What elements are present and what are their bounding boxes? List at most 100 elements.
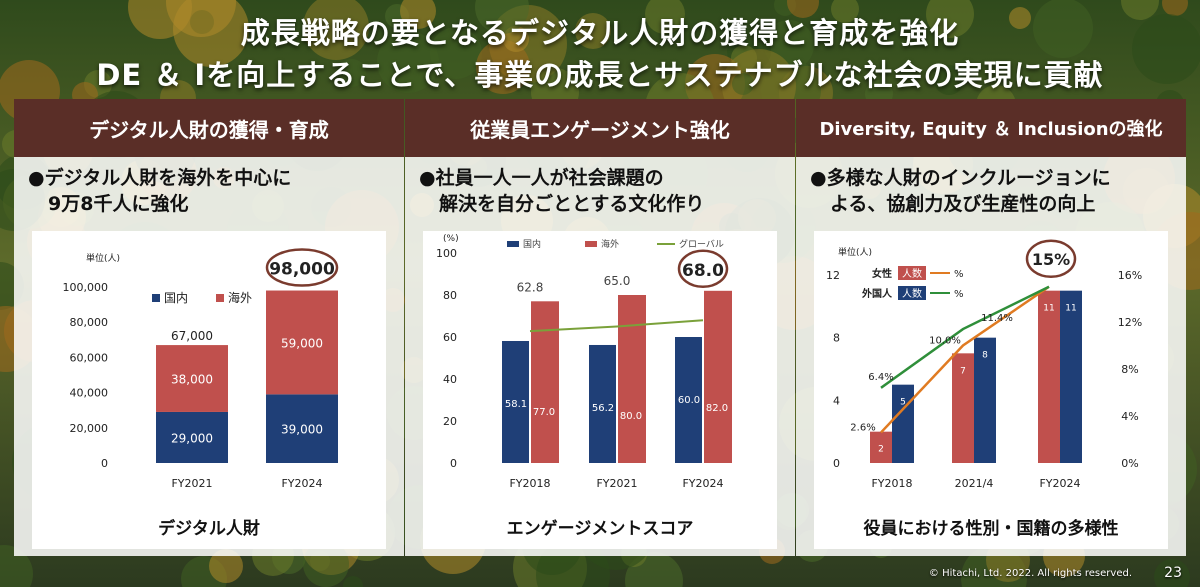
data-label: 38,000 <box>171 373 213 387</box>
y-tick-label: 4 <box>833 394 840 407</box>
y-tick-label: 12 <box>826 269 840 282</box>
foreign-percent-line <box>880 285 1050 389</box>
unit-label: (%) <box>443 234 459 244</box>
global-label: 68.0 <box>682 261 724 281</box>
data-label: 58.1 <box>505 399 527 410</box>
women-percent-label: 10.0% <box>929 336 961 347</box>
legend-tag: 人数 <box>902 267 922 280</box>
panel-bullet: ●社員一人一人が社会課題の 解決を自分ごととする文化作り <box>419 165 789 217</box>
data-label: 77.0 <box>533 407 555 418</box>
women-percent-label: 2.6% <box>850 422 875 433</box>
y-tick-label: 60 <box>443 331 457 344</box>
foreign-percent-label: 11.4% <box>981 313 1013 324</box>
page-number: 23 <box>1164 565 1182 581</box>
highlight-circle <box>1025 239 1077 278</box>
legend-label: 海外 <box>228 290 252 305</box>
data-label: 8 <box>982 351 988 361</box>
y-tick-label: 20,000 <box>70 422 109 435</box>
y2-tick-label: 12% <box>1118 316 1142 329</box>
foreign-percent-label: 6.4% <box>868 372 893 383</box>
y-tick-label: 8 <box>833 332 840 345</box>
legend-label: 国内 <box>164 291 188 305</box>
x-tick-label: FY2018 <box>509 477 550 490</box>
total-label: 98,000 <box>269 260 335 280</box>
bar-women <box>870 431 892 463</box>
bullet-line2: 9万8千人に強化 <box>48 193 189 215</box>
legend-swatch <box>507 241 519 247</box>
legend-swatch <box>898 286 926 300</box>
panel-digital-talent: デジタル人財の獲得・育成 ●デジタル人財を海外を中心に 9万8千人に強化 単位(… <box>14 99 404 556</box>
panel-header: デジタル人財の獲得・育成 <box>14 99 404 157</box>
panel-bullet: ●多様な人財のインクルージョンに よる、協創力及び生産性の向上 <box>810 165 1180 217</box>
highlight-circle <box>265 248 339 287</box>
panel-body: ●デジタル人財を海外を中心に 9万8千人に強化 単位(人) 0 20,000 40,0… <box>14 157 404 556</box>
legend-label: 外国人 <box>861 287 893 300</box>
data-label: 80.0 <box>620 411 642 422</box>
legend-swatch <box>585 241 597 247</box>
legend-label: 海外 <box>601 238 619 250</box>
legend-tag: 人数 <box>902 287 922 300</box>
x-tick-label: FY2021 <box>596 477 637 490</box>
panel-engagement: 従業員エンゲージメント強化 ●社員一人一人が社会課題の 解決を自分ごととする文化… <box>405 99 795 556</box>
data-label: 60.0 <box>678 395 700 406</box>
bar-domestic <box>589 344 616 463</box>
y2-tick-label: 0% <box>1121 457 1138 470</box>
engagement-chart: (%) 0 20 40 60 80 100 国内 海外 グローバル 58.1 77.0 FY2018 62… <box>436 234 732 490</box>
bar-foreign <box>892 384 914 463</box>
bar-domestic <box>266 394 338 463</box>
data-label: 29,000 <box>171 431 213 445</box>
global-label: 65.0 <box>604 274 631 288</box>
bar-foreign <box>974 337 996 463</box>
panel-body: ●多様な人財のインクルージョンに よる、協創力及び生産性の向上 単位(人) 0 4 8… <box>796 157 1186 556</box>
y-tick-label: 40 <box>443 373 457 386</box>
x-tick-label: FY2018 <box>871 477 912 490</box>
y-tick-label: 40,000 <box>70 387 109 400</box>
y-tick-label: 0 <box>833 457 840 470</box>
y-tick-label: 60,000 <box>70 351 109 364</box>
bar-domestic <box>675 337 702 463</box>
bar-overseas <box>531 301 559 463</box>
y2-tick-label: 4% <box>1121 410 1138 423</box>
copyright-notice: © Hitachi, Ltd. 2022. All rights reserve… <box>928 568 1132 579</box>
bullet-line2: 解決を自分ごととする文化作り <box>439 193 705 215</box>
data-label: 82.0 <box>706 403 728 414</box>
data-label: 7 <box>960 366 966 376</box>
bar-domestic <box>502 340 529 463</box>
legend-swatch <box>898 266 926 280</box>
panel-dei: Diversity, Equity ＆ Inclusionの強化 ●多様な人財の… <box>796 99 1186 556</box>
executive-diversity-chart: 単位(人) 0 4 8 12 0% 4% 8% 12% 16% 女性 人数 % 外国人 人数 % 2 5 FY201… <box>826 239 1142 490</box>
data-label: 5 <box>900 398 906 408</box>
data-label: 2 <box>878 445 884 455</box>
legend-swatch <box>152 294 160 302</box>
bullet-line1: ●デジタル人財を海外を中心に <box>28 167 292 189</box>
legend-swatch <box>216 294 224 302</box>
y-tick-label: 20 <box>443 415 457 428</box>
highlight-circle <box>677 249 729 289</box>
bar-domestic <box>156 411 228 463</box>
digital-talent-chart: 単位(人) 0 20,000 40,000 60,000 80,000 100,000 国内 海… <box>63 248 339 490</box>
slide-title-line1: 成長戦略の要となるデジタル人財の獲得と育成を強化 <box>240 16 960 50</box>
x-tick-label: FY2024 <box>281 477 322 490</box>
chart-caption: エンゲージメントスコア <box>506 519 694 539</box>
y-tick-label: 100,000 <box>63 281 109 294</box>
y-tick-label: 0 <box>101 457 108 470</box>
legend-label: 女性 <box>872 267 892 280</box>
chart-card: 単位(人) 0 4 8 12 0% 4% 8% 12% 16% 女性 人数% 外国人 人数% 2 5 FY201… <box>814 231 1168 549</box>
y-tick-label: 100 <box>436 247 457 260</box>
x-tick-label: FY2024 <box>682 477 723 490</box>
y-tick-label: 80,000 <box>70 316 109 329</box>
bar-women <box>1038 290 1060 463</box>
y-tick-label: 0 <box>450 457 457 470</box>
legend-label: 国内 <box>523 238 541 250</box>
bar-overseas <box>618 295 646 463</box>
x-tick-label: FY2024 <box>1039 477 1080 490</box>
x-tick-label: 2021/4 <box>955 477 994 490</box>
global-label: 62.8 <box>517 280 544 294</box>
data-label: 59,000 <box>281 336 323 350</box>
highlight-label: 15% <box>1032 250 1070 269</box>
data-label: 39,000 <box>281 423 323 437</box>
data-label: 11 <box>1043 304 1054 314</box>
legend-unit: % <box>954 269 964 280</box>
data-label: 11 <box>1065 304 1076 314</box>
chart-caption: 役員における性別・国籍の多様性 <box>863 519 1119 539</box>
